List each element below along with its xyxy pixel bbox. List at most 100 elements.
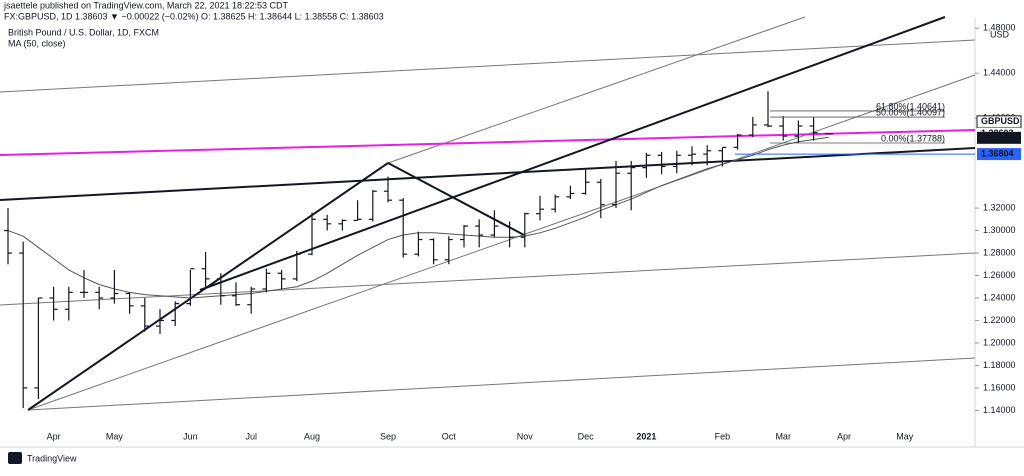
y-tick-label: 1.16000 (983, 382, 1016, 392)
ohlc-bar (764, 91, 772, 128)
trendline (0, 39, 976, 93)
x-tick-label: Nov (517, 431, 534, 441)
ohlc-bar (338, 219, 347, 231)
trendline (27, 74, 976, 411)
ohlc-bar (4, 208, 12, 265)
ohlc-bar (292, 250, 301, 282)
ohlc-bar (399, 197, 408, 258)
y-tick-label: 1.32000 (983, 202, 1016, 212)
ohlc-bar (125, 292, 134, 314)
price-label: 1.38250 (981, 132, 1014, 142)
ohlc-bar (460, 224, 468, 248)
ohlc-bar (566, 185, 575, 200)
magenta-trendline (0, 129, 976, 156)
y-tick-label: 1.24000 (983, 292, 1016, 302)
ohlc-bar (80, 269, 88, 298)
price-box (977, 131, 1021, 144)
ohlc-bar (475, 219, 484, 248)
brand: TradingView (27, 453, 77, 463)
x-tick-label: Aug (304, 431, 320, 441)
ohlc-bar (505, 221, 514, 248)
ohlc-bar (323, 214, 332, 231)
ohlc-bar (824, 133, 833, 135)
ohlc-bar (779, 115, 788, 141)
x-tick-label: Mar (775, 431, 791, 441)
y-tick-label: 1.30000 (983, 225, 1016, 235)
ohlc-bar (34, 297, 43, 400)
thick-trendline (387, 162, 525, 236)
ohlc-bar (186, 268, 195, 306)
x-tick-label: Jun (183, 431, 198, 441)
ohlc-bar (156, 309, 164, 334)
ohlc-bar (794, 120, 803, 143)
price-box (977, 148, 1021, 161)
chart-title: British Pound / U.S. Dollar, 1D, FXCM (8, 27, 159, 37)
thick-trendline (0, 147, 976, 201)
ohlc-bar (627, 160, 636, 211)
ohlc-bar (19, 241, 28, 409)
ohlc-bar (277, 269, 286, 289)
ohlc-bar (551, 194, 560, 213)
x-tick-label: May (896, 431, 914, 441)
ohlc-bar (49, 286, 58, 321)
ohlc-bar (581, 169, 590, 195)
ohlc-bar (520, 212, 529, 248)
ohlc-bar (414, 231, 423, 257)
ohlc-bar (247, 286, 256, 314)
trendlines (0, 16, 976, 411)
symbol-label: GBPUSD (981, 116, 1020, 126)
ohlc-bar (657, 151, 666, 175)
ohlc-bar (353, 200, 362, 222)
ohlc-bar (642, 153, 651, 178)
ohlc-bar (536, 195, 544, 221)
x-tick-label: Feb (715, 431, 731, 441)
ohlc-bar (171, 301, 180, 327)
fib-label: 50.00%(1.40097) (876, 107, 945, 117)
ohlc-bar (733, 133, 742, 150)
x-tick-label: May (106, 431, 124, 441)
x-tick-label: 2021 (636, 431, 656, 441)
ohlc-bar (809, 117, 818, 141)
currency: USD (990, 29, 1010, 39)
y-tick-label: 1.18000 (983, 360, 1016, 370)
ohlc-bar (368, 190, 377, 222)
ohlc-bar (262, 268, 271, 293)
ohlc-bar (95, 286, 104, 310)
ohlc-bar (216, 273, 225, 305)
ohlc-bar (64, 286, 73, 321)
x-tick-label: Jul (245, 431, 257, 441)
ohlc-bar (672, 150, 681, 174)
ohlc-bar (232, 282, 240, 306)
ohlc-bar (201, 251, 210, 287)
trendline (27, 357, 976, 411)
price-label: 1.36804 (981, 148, 1014, 158)
fib-label: 0.00%(1.37788) (881, 133, 945, 143)
ohlc-bar (612, 160, 620, 209)
ohlc-bar (308, 212, 316, 256)
ohlc-bar (384, 176, 392, 203)
y-tick-label: 1.44000 (983, 68, 1016, 78)
y-tick-label: 1.26000 (983, 270, 1016, 280)
ohlc-bar (429, 238, 438, 265)
ohlc-bar (596, 178, 605, 219)
x-tick-label: Apr (837, 431, 851, 441)
y-tick-label: 1.22000 (983, 315, 1016, 325)
thick-trendline (199, 16, 946, 291)
symbol-line: FX:GBPUSD, 1D 1.38603 ▼ −0.00022 (−0.02%… (4, 11, 384, 21)
y-tick-label: 1.20000 (983, 337, 1016, 347)
publisher: jsaettele published on TradingView.com, … (3, 0, 289, 10)
ohlc-bar (140, 297, 149, 332)
logo (8, 452, 22, 464)
y-tick-label: 1.48000 (983, 23, 1016, 33)
y-tick-label: 1.14000 (983, 405, 1016, 415)
ohlc-bar (490, 210, 499, 238)
trendline (387, 16, 806, 164)
x-tick-label: Sep (380, 431, 396, 441)
x-tick-label: Apr (47, 431, 61, 441)
ohlc-bar (718, 146, 727, 167)
x-tick-label: Oct (442, 431, 457, 441)
ohlc-bar (110, 269, 119, 304)
